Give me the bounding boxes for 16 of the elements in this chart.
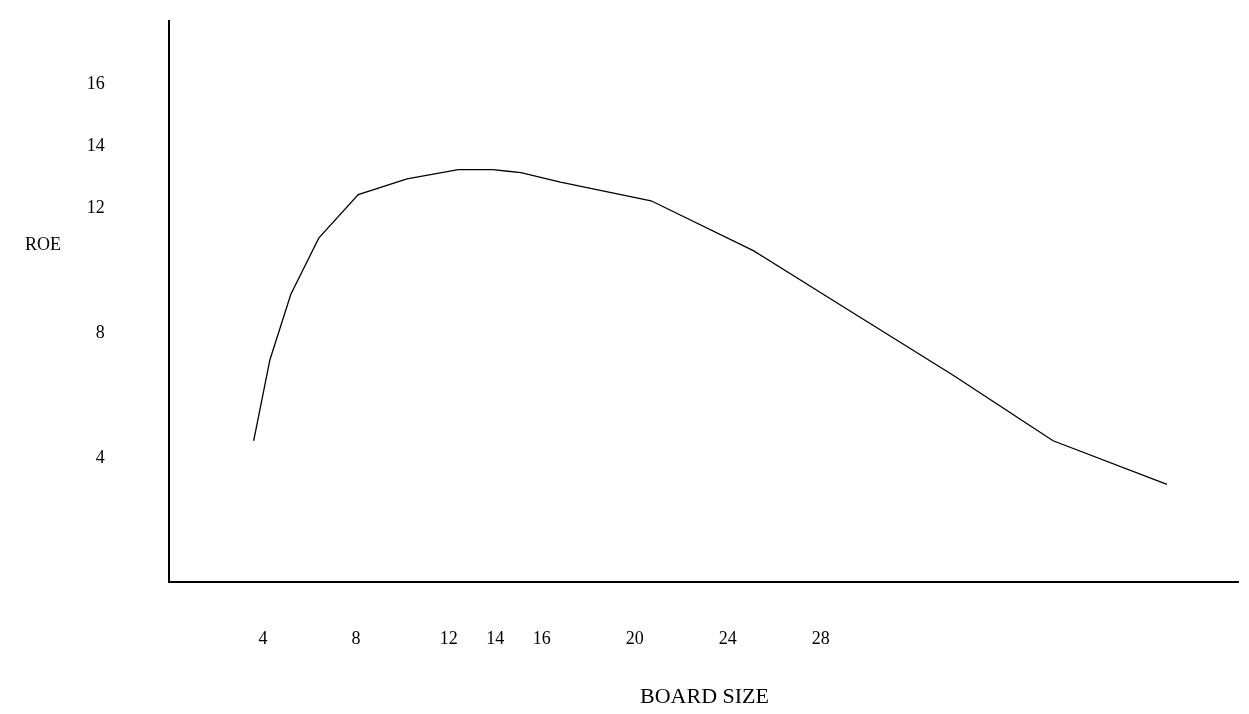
x-tick-label: 4 [258, 628, 268, 649]
x-axis-title: BOARD SIZE [640, 682, 769, 708]
x-tick-label: 14 [486, 628, 505, 649]
y-tick-label: 8 [95, 321, 105, 342]
line-series [253, 168, 1168, 486]
y-tick-label: 14 [86, 134, 105, 155]
x-tick-label: 24 [718, 628, 737, 649]
x-tick-label: 28 [811, 628, 830, 649]
y-axis-title: ROE [25, 234, 61, 254]
x-tick-label: 20 [625, 628, 644, 649]
y-tick-label: 12 [86, 197, 105, 218]
x-tick-label: 12 [439, 628, 458, 649]
x-tick-label: 8 [351, 628, 361, 649]
y-tick-label: 4 [95, 446, 105, 467]
x-tick-label: 16 [532, 628, 551, 649]
y-tick-label: 16 [86, 72, 105, 93]
